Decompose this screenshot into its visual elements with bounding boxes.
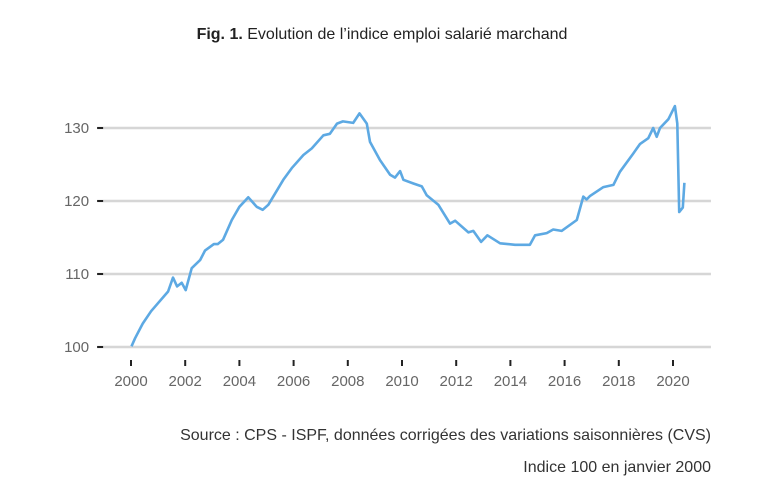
x-tick-label: 2012 <box>440 373 473 390</box>
x-tick-label: 2006 <box>277 373 310 390</box>
y-tick-label: 120 <box>64 193 89 210</box>
x-tick-label: 2010 <box>385 373 418 390</box>
y-tick-label: 110 <box>65 266 89 283</box>
x-tick-label: 2016 <box>548 373 581 390</box>
x-tick-label: 2018 <box>602 373 635 390</box>
chart-title: Fig. 1. Evolution de l’indice emploi sal… <box>0 26 764 44</box>
source-note: Source : CPS - ISPF, données corrigées d… <box>180 427 711 444</box>
x-tick-label: 2002 <box>169 373 202 390</box>
title-text: Evolution de l’indice emploi salarié mar… <box>242 26 568 43</box>
x-tick-label: 2020 <box>656 373 689 390</box>
x-tick-label: 2000 <box>114 373 147 390</box>
gridlines <box>97 126 711 349</box>
x-axis: 2000 2002 2004 2006 2008 2010 2012 2014 2016 2018… <box>114 360 690 390</box>
figure-number: Fig. 1. <box>196 26 243 43</box>
x-tick-label: 2014 <box>494 373 527 390</box>
series-line <box>130 104 686 347</box>
series <box>130 104 686 347</box>
x-tick-label: 2004 <box>223 373 256 390</box>
y-axis: 100 110 120 130 <box>64 120 104 356</box>
line-chart: 100 110 120 130 2000 2002 2004 2006 2008 2010 201… <box>64 104 711 390</box>
y-tick-label: 130 <box>64 120 89 137</box>
x-tick-label: 2008 <box>331 373 364 390</box>
y-tick-label: 100 <box>64 339 89 356</box>
index-note: Indice 100 en janvier 2000 <box>523 459 711 476</box>
